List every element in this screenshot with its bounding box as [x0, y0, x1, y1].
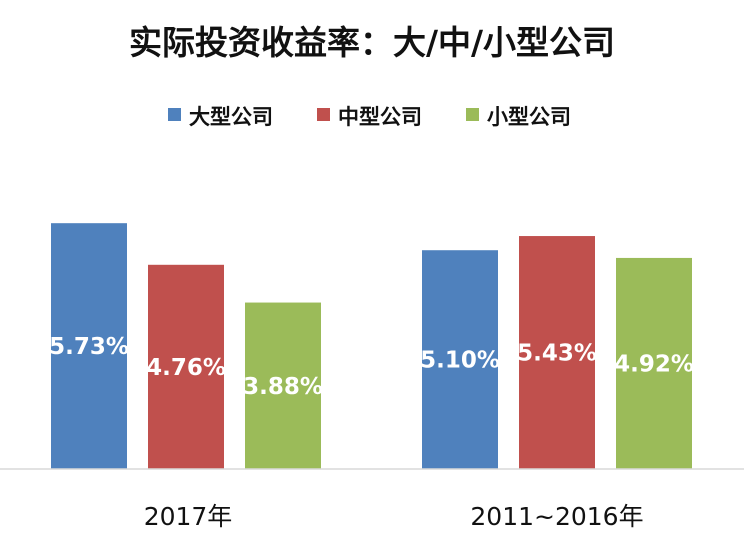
legend-swatch-2: [317, 108, 330, 121]
legend-label-2: 中型公司: [338, 105, 422, 129]
data-label-1-2: 4.76%: [146, 355, 226, 381]
bar-1-3: [245, 302, 321, 469]
legend-label-1: 大型公司: [189, 105, 273, 129]
legend-label-3: 小型公司: [487, 105, 571, 129]
legend-swatch-3: [466, 108, 479, 121]
data-label-1-3: 3.88%: [243, 374, 323, 400]
bar-2-3: [616, 257, 692, 469]
data-label-2-1: 5.10%: [420, 348, 500, 374]
category-labels: 2017年 2011~2016年: [144, 502, 644, 531]
bar-1-2: [148, 264, 224, 469]
chart-title: 实际投资收益率：大/中/小型公司: [129, 23, 615, 62]
bar-1-1: [51, 223, 127, 469]
data-label-1-1: 5.73%: [49, 334, 129, 360]
category-label-2: 2011~2016年: [470, 502, 643, 531]
legend: 大型公司 中型公司 小型公司: [168, 105, 571, 129]
bar-2-2: [519, 236, 595, 469]
category-label-1: 2017年: [144, 502, 233, 531]
bars: 5.73% 4.76% 3.88% 5.10% 5.43% 4.92%: [49, 223, 694, 469]
data-label-2-3: 4.92%: [614, 351, 694, 377]
legend-swatch-1: [168, 108, 181, 121]
bar-2-1: [422, 250, 498, 469]
data-label-2-2: 5.43%: [517, 341, 597, 367]
